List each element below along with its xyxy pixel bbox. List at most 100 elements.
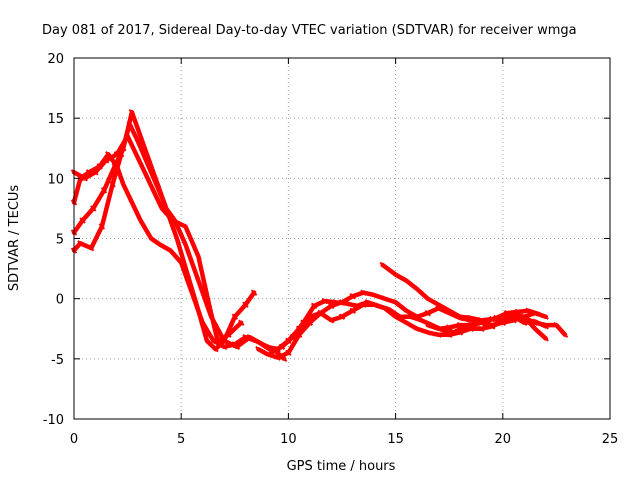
data-point: [231, 341, 239, 348]
data-point: [238, 319, 245, 326]
axes: 0 5 10 15 20 25 -10 -5 0 5 10 15 20: [43, 52, 619, 447]
data-point: [403, 319, 410, 326]
data-point: [100, 187, 108, 194]
data-point: [445, 324, 453, 331]
y-tick-label: -10: [43, 413, 64, 428]
data-point: [456, 313, 464, 320]
data-point: [188, 289, 196, 296]
data-point: [561, 331, 569, 338]
data-point: [263, 350, 271, 358]
data-point: [173, 235, 181, 242]
data-point: [128, 199, 136, 206]
data-point: [435, 301, 442, 308]
data-point: [370, 291, 378, 299]
data-point: [413, 325, 421, 332]
data-point: [403, 307, 410, 314]
data-point: [167, 247, 174, 254]
data-point: [542, 335, 549, 342]
data-point: [418, 317, 425, 324]
data-point: [343, 300, 350, 307]
data-point: [403, 277, 410, 284]
x-tick-label: 15: [387, 432, 404, 447]
data-point: [220, 343, 228, 351]
y-tick-label: -5: [51, 353, 64, 368]
data-point: [338, 313, 346, 320]
data-point: [182, 241, 189, 248]
data-point: [132, 151, 140, 158]
data-point: [120, 181, 127, 188]
data-point: [445, 307, 453, 314]
data-point: [435, 325, 442, 332]
data-point: [154, 181, 161, 188]
data-point: [177, 259, 185, 266]
data-point: [158, 205, 166, 212]
data-point: [531, 318, 539, 325]
data-point: [289, 333, 296, 341]
data-point: [255, 338, 262, 346]
data-point: [162, 205, 170, 212]
data-point: [124, 133, 131, 140]
x-axis-label: GPS time / hours: [287, 459, 396, 474]
data-point: [450, 329, 457, 336]
data-point: [92, 169, 99, 176]
data-point: [310, 302, 318, 310]
series-line: [425, 314, 548, 332]
data-point: [332, 299, 339, 306]
data-point: [79, 217, 86, 224]
data-point: [321, 297, 329, 305]
data-point: [531, 325, 539, 332]
data-point: [424, 309, 431, 317]
data-point: [542, 313, 549, 320]
data-point: [214, 337, 221, 344]
data-point: [128, 108, 136, 116]
data-point: [242, 301, 249, 308]
data-point: [456, 321, 464, 329]
data-point: [499, 318, 507, 325]
data-point: [225, 331, 232, 338]
data-point: [413, 285, 421, 293]
data-point: [212, 345, 219, 353]
data-point: [156, 241, 163, 248]
data-point: [478, 325, 485, 332]
data-point: [242, 333, 249, 341]
chart-title: Day 081 of 2017, Sidereal Day-to-day VTE…: [42, 23, 577, 38]
data-point: [364, 299, 371, 306]
data-point: [510, 309, 517, 317]
y-tick-label: 20: [47, 52, 64, 67]
data-point: [467, 314, 474, 322]
data-point: [424, 321, 431, 329]
data-point: [467, 321, 474, 329]
data-point: [553, 321, 560, 329]
data-point: [250, 289, 258, 296]
data-point: [81, 175, 88, 182]
data-point: [274, 354, 281, 361]
data-point: [328, 317, 335, 324]
data-point: [268, 348, 275, 355]
y-tick-label: 15: [47, 112, 64, 127]
data-point: [137, 133, 144, 140]
data-point: [210, 337, 217, 344]
data-point: [488, 315, 496, 323]
data-point: [381, 295, 389, 302]
y-tick-label: 0: [56, 293, 64, 308]
y-tick-label: 5: [56, 233, 64, 248]
data-point: [396, 313, 404, 320]
data-point: [435, 331, 442, 338]
data-point: [195, 277, 202, 284]
data-point: [109, 181, 116, 188]
data-point: [102, 157, 110, 164]
data-point: [407, 313, 414, 320]
data-point: [147, 235, 155, 242]
data-point: [353, 302, 361, 310]
data-point: [77, 240, 84, 247]
data-point: [145, 157, 153, 164]
data-point: [90, 205, 97, 212]
data-point: [328, 302, 335, 310]
data-point: [137, 217, 144, 224]
data-point: [199, 319, 206, 326]
x-tick-label: 10: [280, 432, 297, 447]
grid: [74, 58, 610, 419]
y-axis-label: SDTVAR / TECUs: [7, 185, 22, 292]
data-point: [278, 343, 286, 351]
